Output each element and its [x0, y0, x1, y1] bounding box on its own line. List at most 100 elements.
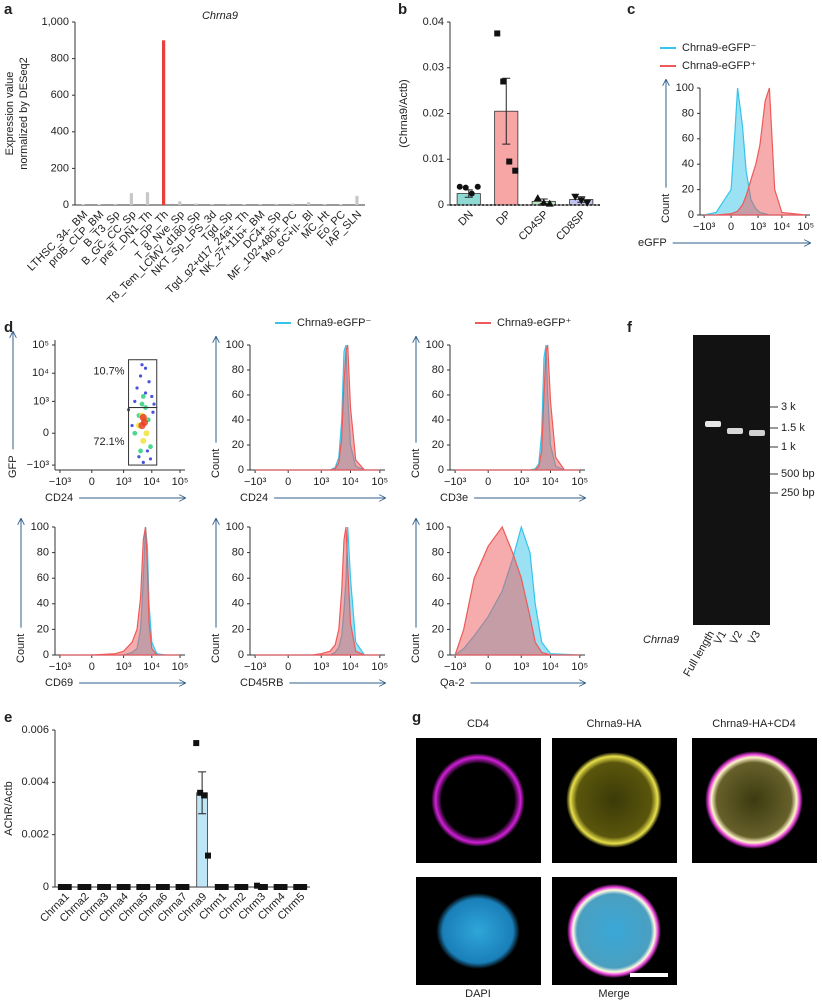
cell — [562, 748, 666, 852]
x-tick-label: −10³ — [49, 476, 72, 488]
bar — [290, 203, 295, 205]
x-tick-label: 10⁵ — [371, 661, 388, 673]
legend-label: Chrna9-eGFP⁺ — [682, 60, 756, 72]
x-tick-label: 10⁵ — [172, 661, 189, 673]
data-point — [533, 194, 542, 202]
y-tick-label: 0 — [438, 199, 444, 211]
data-point — [175, 884, 182, 890]
data-point — [277, 884, 284, 890]
y-tick-label: 60 — [232, 572, 244, 584]
data-point — [77, 884, 84, 890]
data-point — [201, 792, 208, 799]
x-tick-label: −10³ — [244, 661, 267, 673]
y-tick-label: 40 — [232, 598, 244, 610]
y-axis-label: AChR/Actb — [3, 781, 15, 835]
lane-label: Full length — [681, 629, 717, 679]
x-tick-label: 10⁴ — [143, 661, 160, 673]
y-tick-label: 100 — [226, 339, 244, 351]
y-tick-label: 60 — [432, 572, 444, 584]
x-tick-label: 10³ — [313, 661, 329, 673]
density-curve — [255, 526, 380, 656]
bar — [194, 203, 198, 205]
gate — [128, 407, 158, 466]
y-axis-label: normalized by DESeq2 — [18, 57, 30, 170]
data-point — [462, 184, 469, 191]
nucleus — [434, 891, 522, 971]
y-tick-label: 0 — [43, 649, 49, 661]
data-point — [242, 884, 249, 890]
x-tick-label: −10³ — [244, 476, 267, 488]
y-tick-label: 800 — [51, 53, 69, 65]
data-point — [138, 374, 143, 378]
data-point — [261, 884, 268, 890]
data-point — [148, 457, 153, 461]
data-point — [193, 740, 200, 747]
y-tick-label: 40 — [37, 598, 49, 610]
image-label: CD4 — [467, 718, 489, 730]
x-tick-label: −10³ — [444, 476, 467, 488]
data-point — [254, 882, 261, 889]
x-tick-label: 10⁴ — [143, 476, 160, 488]
x-tick-label: 10⁴ — [542, 661, 559, 673]
data-point — [81, 884, 88, 890]
data-point — [301, 884, 308, 890]
y-tick-label: 80 — [432, 547, 444, 559]
y-tick-label: 40 — [232, 414, 244, 426]
data-point — [130, 423, 134, 428]
data-point — [238, 884, 245, 890]
data-point — [136, 884, 143, 890]
data-point — [124, 884, 131, 890]
data-point — [183, 884, 190, 890]
y-tick-label: 400 — [51, 126, 69, 138]
density-curve — [455, 344, 580, 471]
cell — [426, 748, 530, 852]
y-tick-label: 40 — [432, 414, 444, 426]
gate-label: 72.1% — [93, 436, 124, 448]
data-point — [133, 399, 137, 403]
y-tick-label: 0 — [438, 464, 444, 476]
data-point — [222, 884, 229, 890]
bar — [129, 193, 133, 205]
y-axis-label: Count — [15, 634, 27, 663]
data-point — [65, 884, 72, 890]
data-point — [97, 884, 104, 890]
y-tick-label: 200 — [51, 162, 69, 174]
data-point — [116, 884, 123, 890]
panel-label: a — [4, 1, 13, 18]
data-point — [257, 884, 264, 890]
data-point — [214, 884, 221, 890]
data-point — [140, 884, 147, 890]
y-axis-label: Count — [410, 449, 422, 478]
data-point — [135, 386, 139, 390]
data-point — [152, 402, 156, 406]
data-point — [104, 884, 111, 890]
bar — [97, 204, 101, 205]
x-tick-label: −10³ — [693, 221, 716, 233]
data-point — [163, 884, 170, 890]
bar — [355, 195, 359, 205]
data-point — [234, 884, 241, 890]
y-tick-label: 1,000 — [41, 16, 69, 28]
x-tick-label: 0 — [89, 476, 95, 488]
y-tick-label: 20 — [682, 184, 694, 196]
data-point — [159, 884, 166, 890]
panel-label: c — [627, 1, 635, 18]
density-curve — [255, 344, 380, 471]
x-tick-label: 10⁵ — [371, 476, 388, 488]
bar — [323, 204, 327, 205]
density-curve — [255, 526, 380, 656]
microscopy: CD4 Chrna9-HA Chrna9-HA+CD4 DAPI Merge — [416, 718, 817, 1000]
data-point — [539, 198, 548, 206]
y-tick-label: 600 — [51, 89, 69, 101]
x-tick-label: −10³ — [444, 661, 467, 673]
y-tick-label: 80 — [232, 364, 244, 376]
x-axis-label: CD3e — [440, 492, 468, 504]
gate — [128, 359, 158, 409]
panel-label: e — [4, 709, 12, 726]
gel-band — [727, 428, 743, 434]
x-tick-label: 0 — [485, 476, 491, 488]
x-tick-label: 10³ — [313, 476, 329, 488]
data-point — [139, 413, 147, 422]
data-point — [474, 183, 481, 190]
y-tick-label: −10³ — [27, 459, 50, 471]
